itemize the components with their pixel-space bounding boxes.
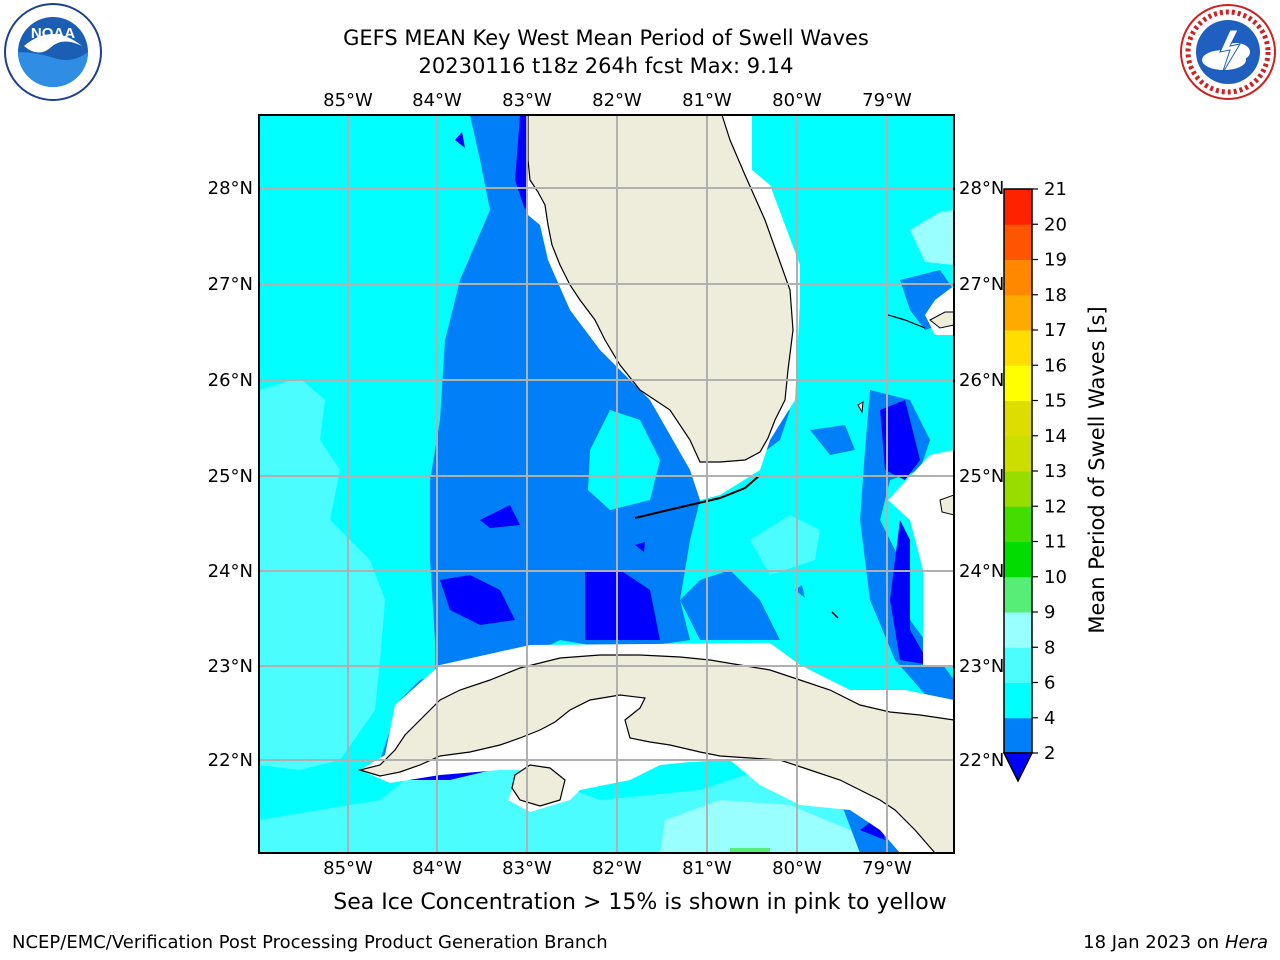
lon-label-top-79w: 79°W	[862, 90, 912, 111]
lon-label-bottom-79w: 79°W	[862, 858, 912, 879]
lat-label-right-24n: 24°N	[959, 561, 1004, 582]
colorbar-tick-label: 4	[1044, 708, 1055, 729]
colorbar-tick-label: 16	[1044, 355, 1067, 376]
lon-label-bottom-81w: 81°W	[682, 858, 732, 879]
colorbar-segment	[1004, 400, 1032, 437]
colorbar-tick-label: 19	[1044, 250, 1067, 271]
lon-label-bottom-83w: 83°W	[502, 858, 552, 879]
bahamas-island	[929, 311, 954, 329]
lat-label-right-25n: 25°N	[959, 466, 1004, 487]
colorbar-segment	[1004, 330, 1032, 366]
lon-label-top-85w: 85°W	[323, 90, 373, 111]
lat-label-left-25n: 25°N	[208, 466, 253, 487]
colorbar-tick-label: 20	[1044, 214, 1067, 235]
colorbar-segment	[1004, 259, 1032, 296]
lon-label-top-80w: 80°W	[772, 90, 822, 111]
colorbar-segment	[1004, 717, 1032, 754]
colorbar-segment	[1004, 224, 1032, 260]
lat-label-right-22n: 22°N	[959, 750, 1004, 771]
colorbar-segment	[1004, 541, 1032, 578]
colorbar-tick-label: 9	[1044, 602, 1055, 623]
colorbar-tick-label: 18	[1044, 285, 1067, 306]
map-frame	[258, 114, 955, 854]
map-title: GEFS MEAN Key West Mean Period of Swell …	[343, 26, 869, 50]
run-host: Hera	[1224, 932, 1268, 953]
lon-label-top-83w: 83°W	[502, 90, 552, 111]
lon-label-bottom-85w: 85°W	[323, 858, 373, 879]
colorbar-tick-label: 13	[1044, 461, 1067, 482]
colorbar-under-triangle	[1002, 752, 1034, 783]
colorbar-segment	[1004, 506, 1032, 542]
run-date: 18 Jan 2023 on Hera	[1083, 932, 1268, 953]
noaa-logo: NOAA	[2, 2, 104, 102]
lat-label-right-27n: 27°N	[959, 274, 1004, 295]
cuba-landmass	[357, 654, 954, 853]
colorbar-segment	[1004, 294, 1032, 331]
colorbar-tick-label: 2	[1044, 743, 1055, 764]
lat-label-left-24n: 24°N	[208, 561, 253, 582]
run-date-text: 18 Jan 2023 on	[1083, 932, 1225, 953]
noaa-logo-text: NOAA	[31, 25, 75, 42]
colorbar-label: Mean Period of Swell Waves [s]	[1085, 306, 1109, 634]
colorbar: 2 4 6 8 9 10 11 12 13 14 15 16 17 18 19 20 21	[1002, 179, 1067, 783]
colorbar-tick-label: 6	[1044, 673, 1055, 694]
colorbar-tick-label: 12	[1044, 496, 1067, 517]
producer-credit: NCEP/EMC/Verification Post Processing Pr…	[12, 932, 608, 953]
lat-label-left-26n: 26°N	[208, 370, 253, 391]
isle-of-youth	[511, 764, 566, 807]
lat-label-right-26n: 26°N	[959, 370, 1004, 391]
lon-label-bottom-82w: 82°W	[592, 858, 642, 879]
lon-label-bottom-84w: 84°W	[412, 858, 462, 879]
lat-label-left-22n: 22°N	[208, 750, 253, 771]
lat-label-right-23n: 23°N	[959, 656, 1004, 677]
colorbar-tick-label: 14	[1044, 426, 1067, 447]
map-subtitle: 20230116 t18z 264h fcst Max: 9.14	[418, 54, 794, 78]
colorbar-segment	[1004, 365, 1032, 401]
lat-label-left-23n: 23°N	[208, 656, 253, 677]
lon-label-top-82w: 82°W	[592, 90, 642, 111]
colorbar-segment	[1004, 189, 1032, 225]
lat-label-left-28n: 28°N	[208, 178, 253, 199]
colorbar-tick-label: 8	[1044, 637, 1055, 658]
map-grid	[259, 115, 954, 853]
colorbar-segment	[1004, 471, 1032, 507]
colorbar-segment	[1004, 682, 1032, 719]
colorbar-tick-label: 11	[1044, 532, 1067, 553]
lon-label-bottom-80w: 80°W	[772, 858, 822, 879]
nws-logo	[1178, 2, 1278, 102]
map-field	[259, 115, 954, 853]
colorbar-tick-label: 15	[1044, 391, 1067, 412]
colorbar-segment	[1004, 576, 1032, 613]
colorbar-tick-label: 21	[1044, 179, 1067, 200]
colorbar-tick-label: 10	[1044, 567, 1067, 588]
colorbar-tick-label: 17	[1044, 320, 1067, 341]
sea-ice-note: Sea Ice Concentration > 15% is shown in …	[333, 890, 947, 915]
lon-label-top-81w: 81°W	[682, 90, 732, 111]
colorbar-segment	[1004, 435, 1032, 472]
lat-label-left-27n: 27°N	[208, 274, 253, 295]
colorbar-segment	[1004, 612, 1032, 648]
colorbar-segment	[1004, 647, 1032, 683]
florida-landmass	[527, 115, 794, 463]
lat-label-right-28n: 28°N	[959, 178, 1004, 199]
lon-label-top-84w: 84°W	[412, 90, 462, 111]
